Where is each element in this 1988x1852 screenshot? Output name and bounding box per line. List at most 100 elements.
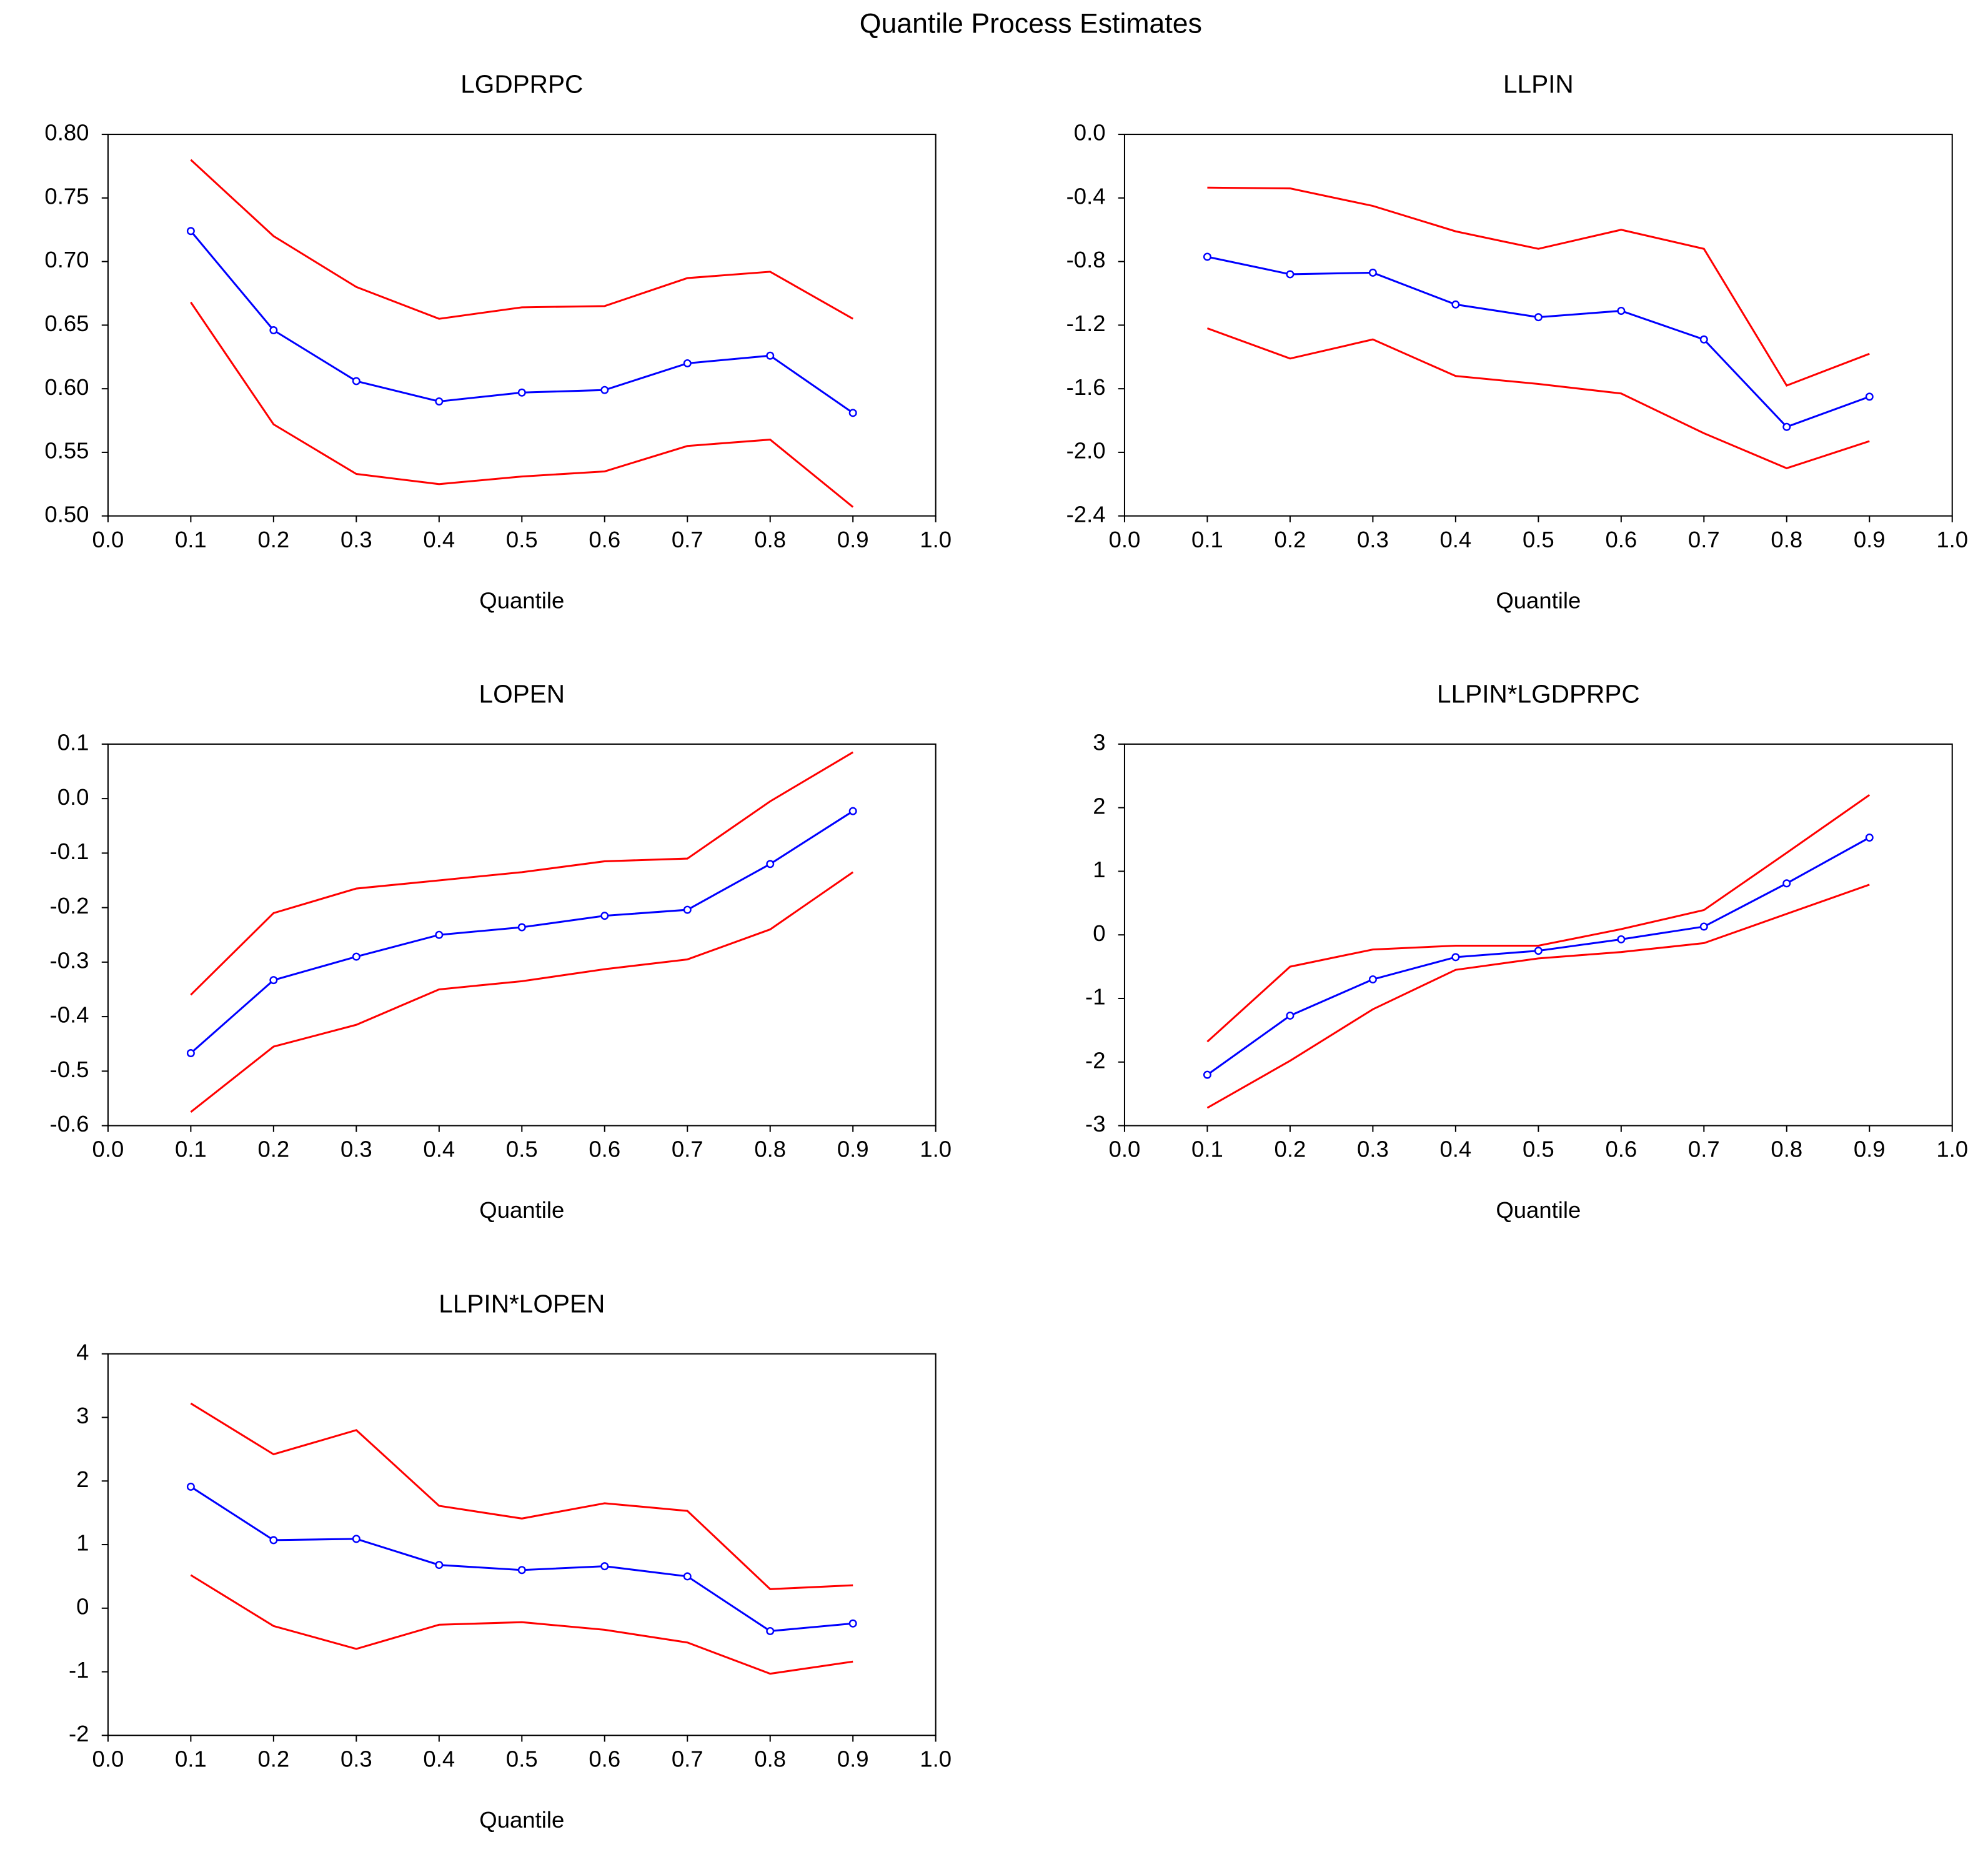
y-tick-label: -1.6 [1066, 374, 1106, 400]
y-tick-label: -3 [1085, 1111, 1105, 1137]
point-marker [517, 388, 526, 397]
x-tick-label: 0.7 [1688, 527, 1720, 552]
point-marker [269, 1536, 278, 1545]
y-tick-label: 0.80 [44, 120, 89, 146]
x-tick-label: 0.9 [837, 527, 869, 552]
y-tick-label: -0.2 [50, 893, 89, 919]
x-tick-label: 0.2 [257, 1137, 289, 1162]
point-marker [600, 1562, 609, 1571]
y-tick-label: -0.4 [1066, 183, 1106, 209]
x-tick-label: 0.9 [837, 1746, 869, 1772]
point-marker [1617, 306, 1626, 315]
x-tick-label: 0.1 [1191, 1137, 1223, 1162]
series-line [190, 751, 853, 996]
y-tick-label: 0.55 [44, 438, 89, 464]
y-tick-label: -0.4 [50, 1002, 89, 1028]
x-tick-label: 0.7 [1688, 1137, 1720, 1162]
series-line [190, 871, 854, 1113]
point-marker [1699, 922, 1708, 931]
point-marker [352, 1535, 360, 1543]
point-marker [517, 923, 526, 932]
x-axis-label: Quantile [479, 1197, 564, 1223]
chart-title: LLPIN*LGDPRPC [1437, 680, 1640, 709]
y-tick-label: -2.4 [1066, 501, 1106, 527]
x-tick-label: 0.6 [1605, 527, 1637, 552]
chart-title: LOPEN [479, 680, 565, 709]
y-tick-label: 2 [76, 1466, 89, 1492]
x-tick-label: 0.0 [92, 527, 124, 552]
x-axis-label: Quantile [479, 587, 564, 613]
y-tick-label: 0.60 [44, 374, 89, 400]
y-tick-label: -1 [1085, 984, 1105, 1010]
figure-title: Quantile Process Estimates [860, 8, 1202, 39]
x-tick-label: 0.2 [257, 527, 289, 552]
point-marker [848, 1619, 857, 1628]
x-tick-label: 1.0 [920, 1137, 952, 1162]
y-tick-label: 0.0 [1074, 120, 1106, 146]
x-tick-label: 0.1 [1191, 527, 1223, 552]
y-tick-label: 0.70 [44, 247, 89, 272]
series-line [1206, 884, 1870, 1109]
y-tick-label: 1 [1093, 857, 1105, 882]
y-tick-label: -2 [1085, 1047, 1105, 1073]
x-tick-label: 0.8 [754, 1746, 786, 1772]
y-tick-label: 0 [1093, 920, 1105, 946]
y-tick-label: 0.75 [44, 183, 89, 209]
x-tick-label: 0.0 [1109, 527, 1141, 552]
point-marker [1782, 879, 1791, 888]
point-marker [1286, 270, 1295, 279]
point-marker [1865, 392, 1874, 401]
y-tick-label: 0 [76, 1593, 89, 1619]
y-tick-label: 0.1 [57, 730, 89, 755]
point-marker [848, 807, 857, 815]
x-tick-label: 0.1 [175, 1746, 207, 1772]
y-tick-label: -0.3 [50, 947, 89, 973]
x-tick-label: 0.5 [506, 1137, 538, 1162]
point-marker [352, 952, 360, 961]
chart-title: LLPIN*LOPEN [439, 1289, 605, 1318]
point-marker [1534, 947, 1543, 955]
x-tick-label: 0.9 [1854, 527, 1886, 552]
chart-title: LLPIN [1503, 70, 1574, 99]
y-tick-label: -2 [69, 1721, 89, 1746]
point-marker [1368, 975, 1377, 983]
x-tick-label: 0.9 [837, 1137, 869, 1162]
x-tick-label: 0.8 [754, 1137, 786, 1162]
point-marker [186, 1049, 195, 1057]
y-tick-label: 3 [1093, 730, 1105, 755]
y-tick-label: 0.50 [44, 501, 89, 527]
y-tick-label: -1.2 [1066, 311, 1106, 336]
point-marker [186, 1482, 195, 1491]
y-tick-label: -2.0 [1066, 438, 1106, 464]
series-line [190, 301, 854, 508]
x-tick-label: 0.3 [340, 1746, 372, 1772]
point-marker [517, 1566, 526, 1575]
x-axis-label: Quantile [1496, 1197, 1581, 1223]
x-tick-label: 0.2 [257, 1746, 289, 1772]
point-marker [1451, 953, 1460, 962]
point-marker [186, 227, 195, 236]
point-marker [435, 930, 444, 939]
series-line [1206, 327, 1870, 469]
y-tick-label: -0.5 [50, 1057, 89, 1082]
point-marker [766, 351, 775, 360]
point-marker [435, 397, 444, 406]
point-marker [352, 377, 360, 386]
x-tick-label: 0.6 [589, 1137, 620, 1162]
x-tick-label: 0.7 [672, 1137, 703, 1162]
y-tick-label: -0.1 [50, 839, 89, 864]
series-line [1207, 186, 1870, 387]
x-tick-label: 0.4 [1439, 1137, 1471, 1162]
chart-title: LGDPRPC [460, 70, 583, 99]
y-tick-label: 2 [1093, 793, 1105, 819]
y-tick-label: 3 [76, 1403, 89, 1428]
x-tick-label: 0.4 [423, 1746, 455, 1772]
y-tick-label: -0.6 [50, 1111, 89, 1137]
y-tick-label: -0.8 [1066, 247, 1106, 272]
x-tick-label: 0.0 [92, 1137, 124, 1162]
x-tick-label: 0.2 [1275, 1137, 1306, 1162]
point-marker [1782, 422, 1791, 431]
point-marker [1534, 313, 1543, 322]
x-tick-label: 0.8 [1771, 1137, 1802, 1162]
